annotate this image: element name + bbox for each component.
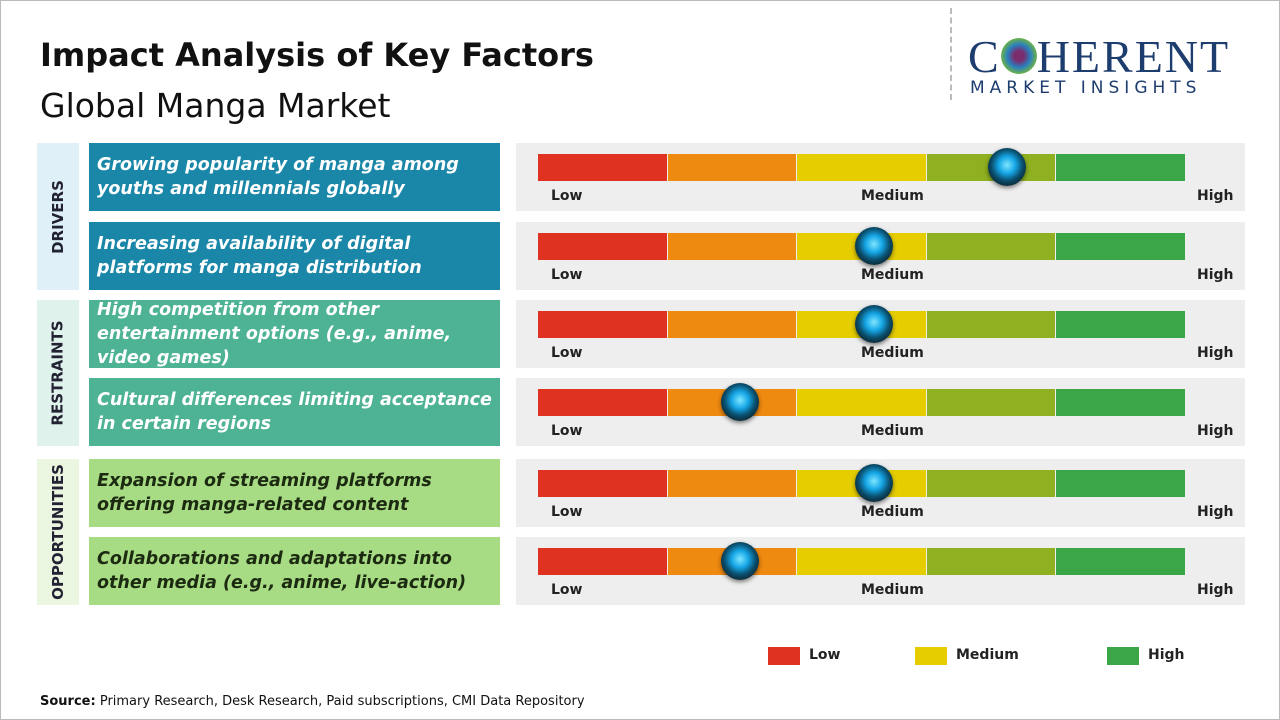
scale-high: High [1197,423,1234,439]
factor: Increasing availability of digital platf… [89,222,500,290]
source: Source: Primary Research, Desk Research,… [40,694,585,709]
title: Impact Analysis of Key Factors [40,36,594,74]
gauge-segment [1056,548,1185,575]
scale-low: Low [551,267,583,283]
gauge-marker [855,305,893,343]
group-label: DRIVERS [37,143,79,290]
gauge-marker [855,227,893,265]
scale-high: High [1197,504,1234,520]
logo-name: HERENT [1036,31,1231,82]
gauge-segment [797,154,926,181]
gauge-panel: Low Medium High [516,222,1245,290]
gauge-segment [667,233,797,260]
scale-medium: Medium [861,423,924,439]
gauge-segment [667,154,797,181]
logo-c: C [968,31,1001,82]
gauge-panel: Low Medium High [516,378,1245,446]
scale-medium: Medium [861,267,924,283]
group-text: RESTRAINTS [49,320,68,426]
factor: High competition from other entertainmen… [89,300,500,368]
gauge-marker [721,383,759,421]
gauge-segment [926,470,1056,497]
legend-swatch [1107,647,1139,665]
group-text: DRIVERS [49,179,68,254]
gauge-segment [1056,311,1185,338]
scale-medium: Medium [861,582,924,598]
gauge-marker [721,542,759,580]
group-label: RESTRAINTS [37,300,79,446]
gauge-panel: Low Medium High [516,143,1245,211]
gauge-panel: Low Medium High [516,537,1245,605]
factor: Collaborations and adaptations into othe… [89,537,500,605]
gauge-segment [926,389,1056,416]
gauge-segment [1056,470,1185,497]
scale-high: High [1197,582,1234,598]
gauge-panel: Low Medium High [516,459,1245,527]
factor: Growing popularity of manga among youths… [89,143,500,211]
subtitle: Global Manga Market [40,86,391,125]
gauge-segment [538,311,667,338]
source-text: Primary Research, Desk Research, Paid su… [99,694,585,709]
scale-high: High [1197,345,1234,361]
legend-label: Medium [956,647,1019,663]
scale-high: High [1197,267,1234,283]
legend-swatch [915,647,947,665]
logo: C HERENT [968,30,1230,83]
divider [950,8,952,100]
gauge-segment [538,548,667,575]
gauge-segment [538,389,667,416]
gauge-segment [667,470,797,497]
scale-low: Low [551,582,583,598]
group-label: OPPORTUNITIES [37,459,79,605]
gauge-marker [855,464,893,502]
legend-label: High [1148,647,1185,663]
legend-label: Low [809,647,841,663]
gauge-segment [667,311,797,338]
gauge-segment [1056,233,1185,260]
factor: Expansion of streaming platforms offerin… [89,459,500,527]
gauge-panel: Low Medium High [516,300,1245,368]
gauge-segment [926,548,1056,575]
gauge-segment [538,154,667,181]
source-label: Source: [40,694,96,709]
scale-medium: Medium [861,188,924,204]
scale-low: Low [551,504,583,520]
gauge-segment [1056,389,1185,416]
scale-low: Low [551,345,583,361]
gauge-segment [538,233,667,260]
scale-low: Low [551,423,583,439]
gauge-segment [797,389,926,416]
legend-swatch [768,647,800,665]
scale-medium: Medium [861,345,924,361]
group-text: OPPORTUNITIES [49,464,67,600]
gauge-segment [797,548,926,575]
gauge-marker [988,148,1026,186]
logo-mark [1000,38,1037,74]
gauge-segment [1056,154,1185,181]
scale-low: Low [551,188,583,204]
scale-medium: Medium [861,504,924,520]
gauge-segment [926,233,1056,260]
logo-tagline: MARKET INSIGHTS [970,78,1202,98]
gauge-segment [926,311,1056,338]
factor: Cultural differences limiting acceptance… [89,378,500,446]
scale-high: High [1197,188,1234,204]
gauge-segment [538,470,667,497]
